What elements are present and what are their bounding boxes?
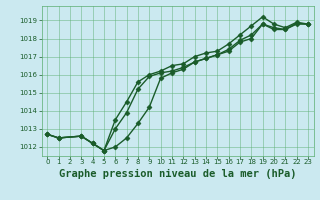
X-axis label: Graphe pression niveau de la mer (hPa): Graphe pression niveau de la mer (hPa) — [59, 169, 296, 179]
